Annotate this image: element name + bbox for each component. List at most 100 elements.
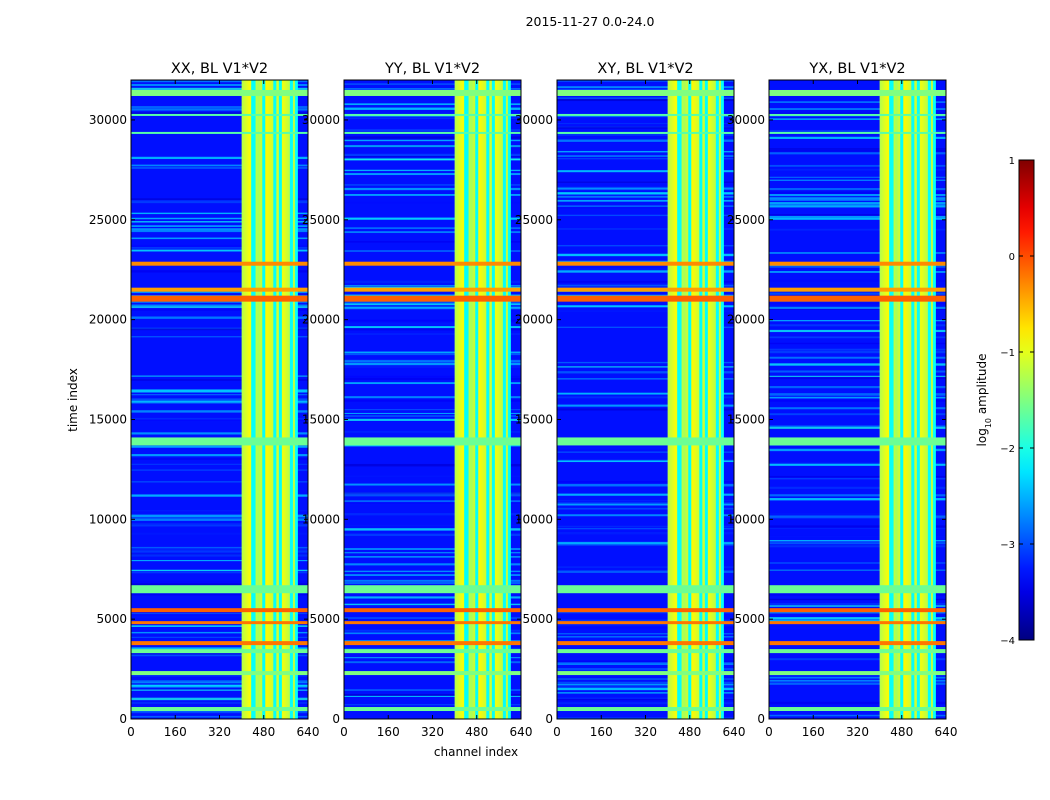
heatmap-channel-line [927,80,931,719]
x-tick-label: 160 [377,725,400,739]
heatmap-time-line [131,454,308,457]
heatmap-time-line [769,136,946,139]
heatmap-channel-line [916,80,920,719]
heatmap-time-line [769,112,946,115]
heatmap-time-line [769,385,946,389]
heatmap-rfi-band [131,437,308,446]
heatmap-time-line [344,169,521,171]
heatmap-time-line [344,153,521,156]
heatmap-time-line [344,524,521,527]
heatmap-time-line [557,158,734,160]
heatmap-time-line [769,118,946,120]
heatmap-time-line [557,503,734,505]
heatmap-time-line [769,478,946,480]
heatmap-time-line [344,88,521,90]
heatmap-time-line [131,247,308,249]
heatmap-time-line [557,205,734,207]
heatmap-rfi-band [344,287,521,292]
heatmap-time-line [131,305,308,308]
heatmap-time-line [769,475,946,478]
y-tick-label: 5000 [522,612,553,626]
heatmap-time-line [344,319,521,322]
colorbar-label-base: log [975,428,989,446]
heatmap-rfi-band [344,131,521,134]
heatmap-rfi-band [131,287,308,292]
x-tick-label: 480 [890,725,913,739]
heatmap-rfi-band [344,261,521,266]
heatmap-time-line [769,306,946,309]
heatmap-time-line [344,217,521,220]
heatmap-rfi-band [131,649,308,654]
heatmap-time-line [131,653,308,655]
heatmap-time-line [769,348,946,351]
y-tick-label: 25000 [89,213,127,227]
heatmap-time-line [344,463,521,467]
heatmap-time-line [769,681,946,684]
heatmap-time-line [344,136,521,139]
heatmap-time-line [769,399,946,402]
heatmap-time-line [769,617,946,620]
colorbar-tick-label: 1 [1009,156,1015,167]
heatmap-time-line [344,201,521,204]
heatmap-time-line [769,535,946,537]
heatmap-channel-line [678,80,682,719]
heatmap-time-line [131,674,308,677]
heatmap-time-line [344,139,521,142]
heatmap-time-line [769,205,946,207]
heatmap-time-line [131,270,308,273]
heatmap-time-line [344,551,521,554]
panel-yy: YY, BL V1*V2 0 160 320 480 640 0 5000 10000 15000… [302,61,533,739]
y-tick-label: 5000 [96,612,127,626]
heatmap-time-line [557,620,734,622]
heatmap-rfi-band [769,131,946,134]
x-tick-label: 480 [252,725,275,739]
heatmap-time-line [344,415,521,417]
heatmap-time-line [769,215,946,219]
heatmap-time-line [769,711,946,714]
x-tick-label: 640 [723,725,746,739]
heatmap-time-line [344,704,521,706]
heatmap-channel-line [294,80,298,719]
heatmap-time-line [769,152,946,155]
heatmap-time-line [557,268,734,271]
heatmap-time-line [344,695,521,697]
heatmap-time-line [344,396,521,399]
heatmap-time-line [557,126,734,129]
heatmap-time-line [344,303,521,306]
heatmap-rfi-band [131,89,308,96]
heatmap-time-line [557,228,734,230]
heatmap-time-line [769,149,946,152]
x-tick-label: 0 [553,725,561,739]
heatmap-time-line [344,155,521,157]
heatmap-time-line [769,191,946,194]
heatmap-time-line [131,523,308,526]
heatmap-time-line [344,409,521,411]
panel-title: XY, BL V1*V2 [597,61,693,77]
heatmap-time-line [131,225,308,227]
heatmap-time-line [769,515,946,519]
heatmap-time-line [344,326,521,329]
heatmap-time-line [344,360,521,363]
heatmap-rfi-band [557,707,734,712]
heatmap-rfi-band [769,671,946,676]
heatmap-time-line [769,513,946,515]
x-tick-label: 480 [465,725,488,739]
y-tick-label: 15000 [89,412,127,426]
heatmap-rfi-band [344,437,521,446]
heatmap-rfi-band [557,113,734,116]
heatmap-time-line [769,539,946,542]
heatmap-rfi-band [557,437,734,446]
y-tick-label: 0 [332,712,340,726]
heatmap-time-line [344,574,521,576]
heatmap-time-line [557,155,734,157]
heatmap-time-line [344,280,521,284]
heatmap-channel-line [890,80,894,719]
heatmap-time-line [131,552,308,555]
heatmap-time-line [557,133,734,136]
heatmap-rfi-band [344,707,521,712]
heatmap-channel-line [465,80,469,719]
heatmap-time-line [769,701,946,705]
heatmap-rfi-band [557,131,734,134]
heatmap-rfi-band [557,295,734,302]
heatmap-time-line [769,413,946,416]
